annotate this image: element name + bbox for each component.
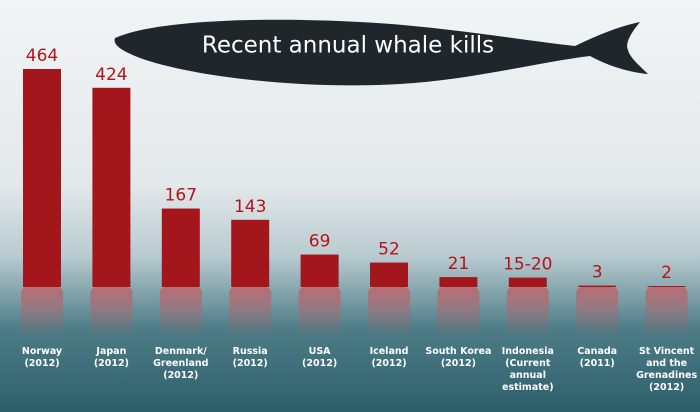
bar-reflection: [229, 287, 272, 337]
bar: [578, 285, 617, 287]
value-label: 464: [26, 46, 58, 66]
value-label: 3: [592, 263, 603, 283]
bar-reflection: [159, 287, 202, 337]
bar: [370, 262, 408, 287]
bar-reflection: [298, 287, 341, 337]
bar-reflection: [437, 287, 480, 337]
value-label: 143: [234, 197, 266, 217]
x-tick-label: South Korea (2012): [425, 346, 492, 369]
value-label: 21: [448, 254, 470, 274]
x-tick-label: Japan (2012): [93, 346, 129, 369]
bar: [300, 254, 339, 287]
chart-title: Recent annual whale kills: [202, 33, 494, 59]
value-label: 167: [165, 186, 197, 206]
x-tick-label: Norway (2012): [21, 346, 63, 369]
whale: [114, 19, 649, 86]
bar: [92, 87, 131, 287]
x-tick-label: Iceland (2012): [369, 346, 409, 369]
x-tick-label: USA (2012): [302, 346, 338, 369]
x-tick-label: Russia (2012): [232, 346, 268, 369]
bar-reflection: [506, 287, 549, 337]
bar: [439, 277, 478, 287]
bar: [161, 208, 200, 287]
value-label: 2: [661, 263, 672, 283]
bar-reflection: [90, 287, 133, 337]
x-tick-label: St Vincent and the Grenadines (2012): [636, 346, 698, 393]
bar: [647, 286, 686, 287]
bar-reflection: [645, 287, 688, 337]
value-label: 15-20: [503, 255, 552, 275]
bar: [231, 219, 270, 287]
bar-reflection: [576, 287, 619, 337]
value-label: 424: [95, 65, 127, 85]
value-label: 52: [378, 240, 400, 260]
x-tick-label: Indonesia (Current annual estimate): [501, 346, 554, 393]
value-label: 69: [309, 232, 331, 252]
bar: [23, 69, 61, 287]
x-tick-label: Denmark/ Greenland (2012): [153, 346, 209, 381]
bar-reflection: [21, 287, 63, 337]
bar-reflection: [368, 287, 410, 337]
bar: [508, 277, 547, 287]
x-tick-label: Canada (2011): [577, 346, 618, 369]
